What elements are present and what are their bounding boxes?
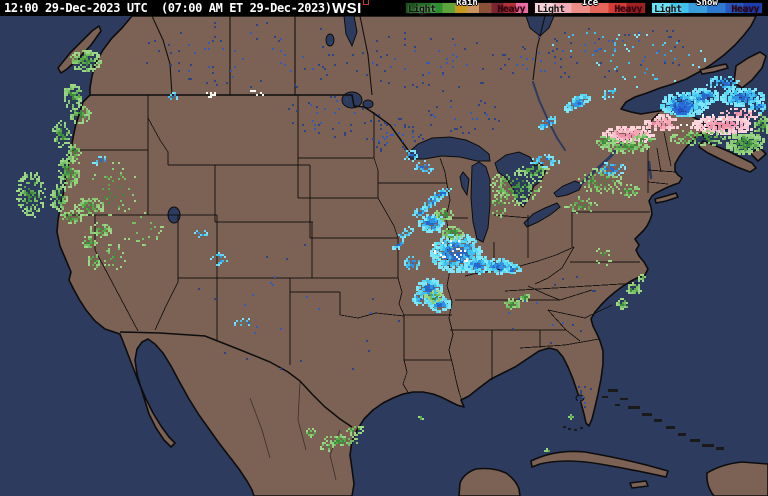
ice-heavy-label: Heavy <box>614 4 642 15</box>
header-bar: 12:00 29-Dec-2023 UTC (07:00 AM ET 29-De… <box>0 0 768 17</box>
rain-heavy-label: Heavy <box>497 4 525 15</box>
wsi-logo: WSI <box>332 0 369 17</box>
snow-gradient-bar: Light Heavy <box>651 2 763 15</box>
rain-light-label: Light <box>408 4 436 15</box>
timestamp-text: 12:00 29-Dec-2023 UTC (07:00 AM ET 29-De… <box>4 1 332 15</box>
ice-title: Ice <box>581 0 599 8</box>
legend-group-rain: Light Heavy Rain <box>405 0 529 15</box>
precip-legend: Light Heavy Rain Light Heavy Ice Light H… <box>405 0 763 15</box>
ice-gradient-bar: Light Heavy <box>534 2 646 15</box>
ice-light-label: Light <box>537 4 565 15</box>
legend-group-ice: Light Heavy Ice <box>534 0 646 15</box>
logo-degree-mark-icon <box>362 0 369 5</box>
wsi-logo-text: WSI <box>332 0 362 17</box>
radar-precipitation-layer <box>0 16 768 496</box>
snow-light-label: Light <box>654 4 682 15</box>
rain-gradient-bar: Light Heavy <box>405 2 529 15</box>
legend-group-snow: Light Heavy Snow <box>651 0 763 15</box>
snow-heavy-label: Heavy <box>731 4 759 15</box>
snow-title: Snow <box>696 0 718 8</box>
rain-title: Rain <box>456 0 478 8</box>
